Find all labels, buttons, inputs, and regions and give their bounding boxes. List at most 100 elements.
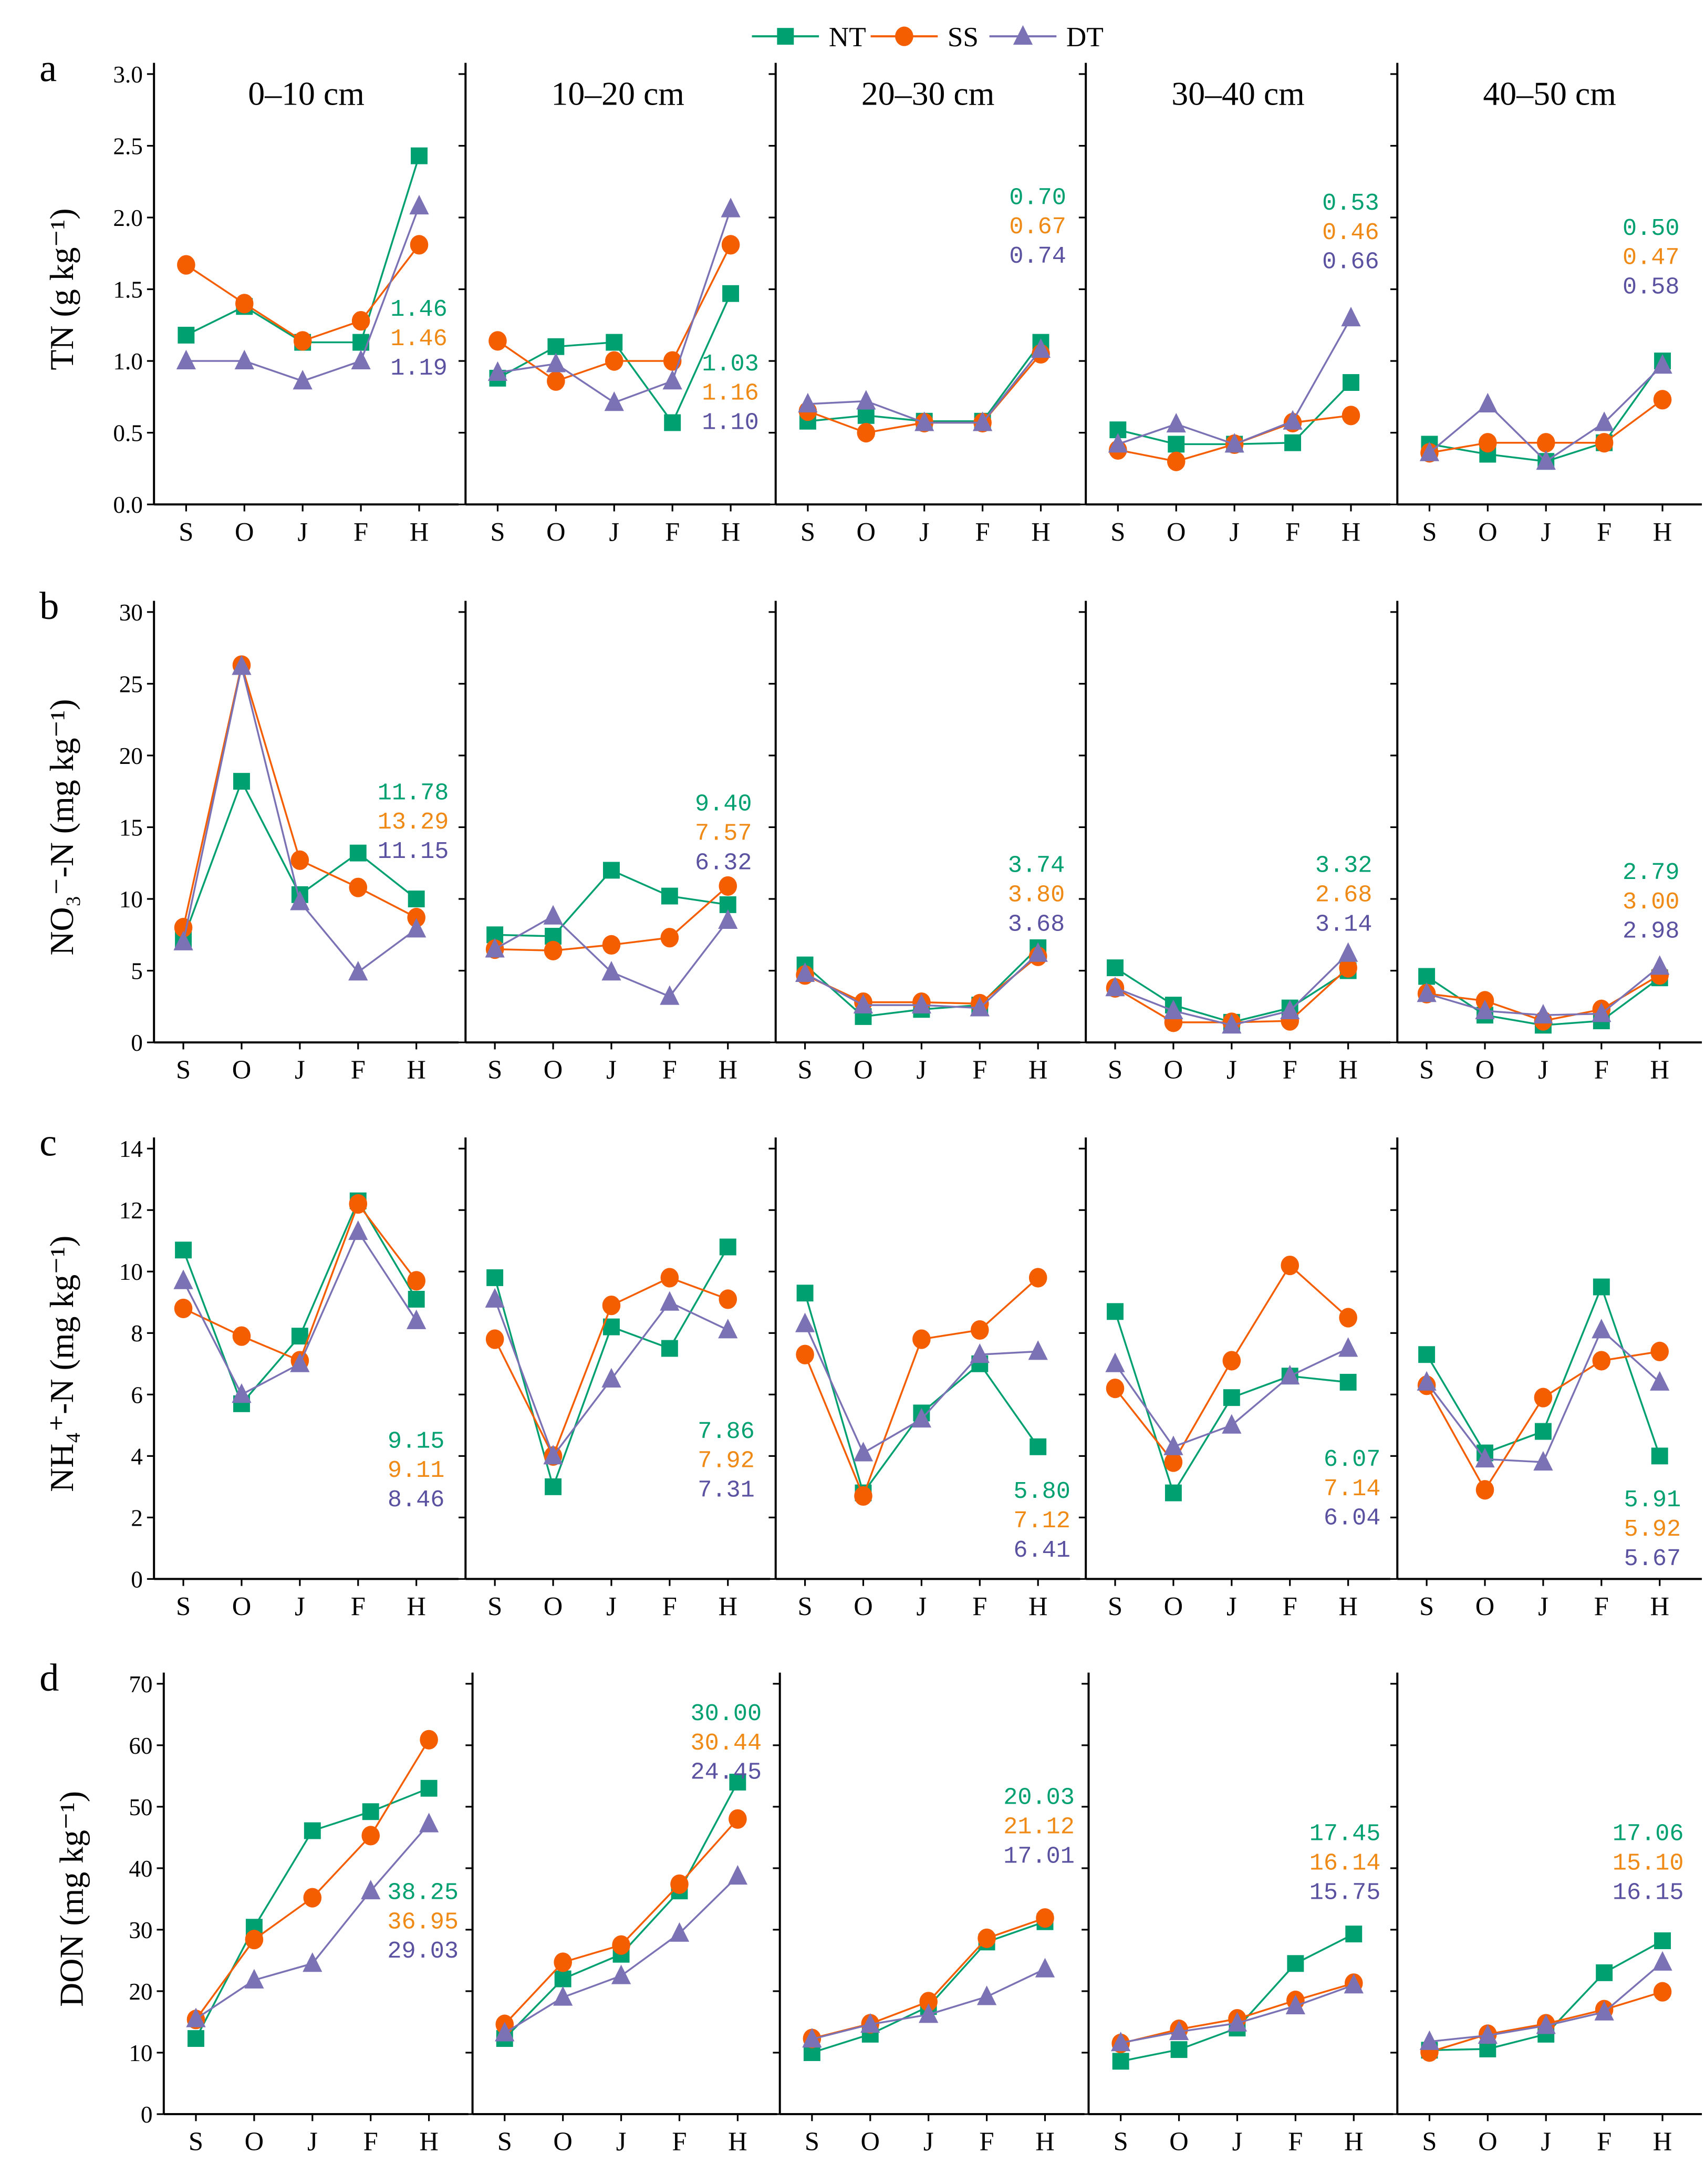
data-point-SS [1281,1255,1299,1276]
data-point-DT [972,411,993,431]
data-point-DT [660,985,680,1005]
data-point-NT [547,338,565,355]
x-tick-label: O [1478,2127,1497,2156]
data-point-SS [174,1298,193,1319]
data-point-DT [546,353,566,372]
series-DT [798,338,1051,431]
series-line-DT [497,209,732,404]
series-DT [1417,1319,1670,1471]
x-tick-label: F [662,1592,677,1621]
data-point-NT [661,887,678,905]
mean-label-SS: 7.12 [1013,1507,1070,1535]
data-point-NT [1284,434,1302,451]
y-tick-label: 3.0 [113,61,143,88]
y-tick-label: 8 [131,1320,143,1347]
data-point-SS [1028,1268,1047,1288]
data-point-DT [1650,955,1670,975]
data-point-DT [409,194,429,215]
mean-label-DT: 8.46 [388,1486,445,1514]
data-point-DT [173,1269,193,1289]
y-tick-label: 0.0 [113,492,143,518]
x-tick-label: J [1226,1055,1237,1084]
data-point-NT [1345,1926,1363,1943]
data-point-SS [1475,1480,1494,1500]
x-tick-label: S [1108,1055,1122,1084]
x-tick-label: H [410,517,429,546]
y-tick-label: 1.5 [113,277,143,303]
data-point-SS [854,1486,872,1506]
data-point-SS [410,235,429,255]
data-point-DT [1652,1951,1672,1971]
x-tick-label: F [975,517,990,546]
x-tick-label: J [917,1592,927,1621]
data-point-DT [232,1383,252,1403]
data-point-DT [795,1312,815,1332]
data-point-DT [1105,1352,1125,1372]
x-tick-label: O [245,2127,264,2156]
data-point-SS [544,940,563,960]
x-tick-label: S [1114,2127,1128,2156]
data-point-SS [1653,1982,1672,2002]
data-point-NT [1651,1447,1668,1465]
mean-label-NT: 9.40 [695,791,752,818]
row-letter: a [39,47,57,90]
data-point-NT [178,326,195,344]
series-DT [795,1312,1048,1462]
series-NT [1112,1926,1363,2070]
series-DT [1105,942,1358,1034]
mean-label-NT: 0.50 [1623,215,1680,242]
x-tick-label: J [609,517,619,546]
y-axis-label: TN (g kg⁻¹) [43,209,80,370]
series-DT [186,1813,439,2027]
series-line-SS [504,1818,739,2025]
data-point-DT [290,891,310,910]
mean-label-DT: 0.74 [1009,243,1066,270]
data-point-SS [670,1874,689,1894]
panel-a-3: S O J F H 20–30 cm 0.700.670.74 [768,63,1080,546]
data-point-SS [407,1271,425,1291]
x-tick-label: J [1229,517,1240,546]
x-tick-label: J [297,517,308,546]
x-tick-label: H [1028,1055,1047,1084]
data-point-SS [602,1296,621,1316]
panel-b-5: S O J F H 2.793.002.98 [1390,601,1702,1084]
data-point-DT [798,392,818,412]
data-point-DT [860,2013,880,2033]
series-line-NT [804,1292,1039,1495]
data-point-DT [348,1220,368,1240]
x-tick-label: J [923,2127,934,2156]
data-point-SS [290,850,309,870]
series-DT [173,655,427,981]
data-point-NT [1165,1484,1182,1502]
data-point-NT [796,1285,814,1302]
series-SS [177,235,429,351]
x-tick-label: J [295,1055,305,1084]
data-point-DT [1166,412,1186,433]
data-point-DT [1224,433,1244,453]
data-point-DT [914,411,934,431]
x-tick-label: S [1422,2127,1437,2156]
x-tick-label: S [1110,517,1125,546]
x-tick-label: O [235,517,254,546]
x-tick-label: O [544,1055,563,1084]
data-point-DT [1105,977,1125,997]
data-point-DT [1417,1371,1437,1391]
data-point-NT [349,844,367,862]
data-point-SS [349,1194,368,1214]
data-point-NT [1593,1278,1610,1296]
data-point-DT [1533,1451,1553,1471]
data-point-NT [1339,1373,1357,1391]
legend-item-SS: SS [870,22,979,53]
x-tick-label: S [800,517,815,546]
x-tick-label: S [487,1055,502,1084]
x-tick-label: F [351,1592,366,1621]
data-point-DT [293,370,313,390]
x-tick-label: O [857,517,876,546]
data-point-NT [1112,2053,1129,2070]
data-point-SS [719,876,737,896]
series-SS [796,1268,1047,1506]
data-point-SS [602,935,621,955]
data-point-SS [547,371,565,391]
